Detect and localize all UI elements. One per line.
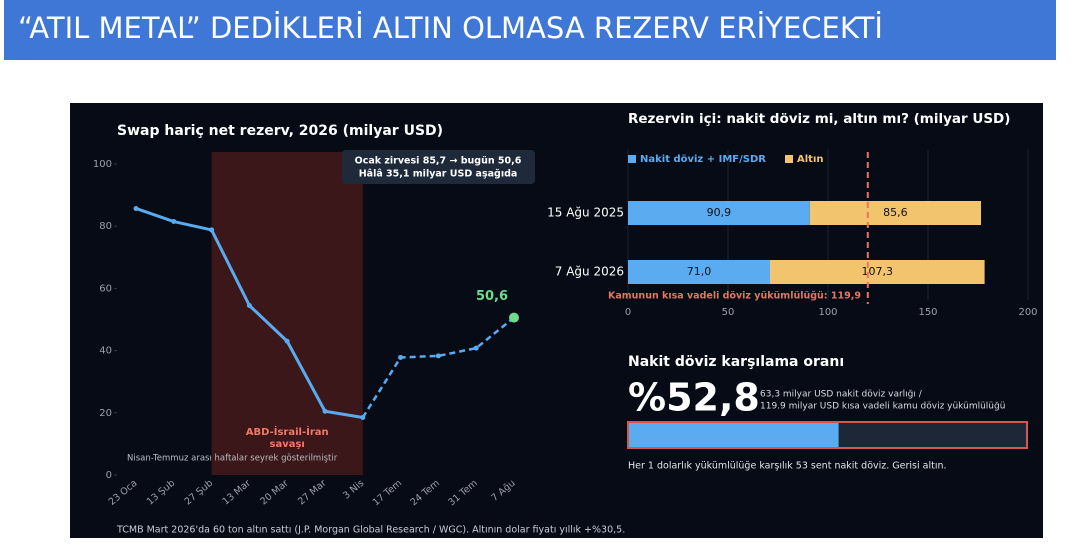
point [246,303,252,309]
legend-swatch [628,155,636,163]
banner-title: “ATIL METAL” DEDİKLERİ ALTIN OLMASA REZE… [18,11,883,45]
y-tick-label: 40 [99,346,112,357]
y-tick-label: 60 [99,283,112,294]
progress-fill [629,423,839,447]
end-marker [509,312,519,323]
bar-segment [770,260,985,284]
banner [4,0,1056,60]
x-tick-label: 100 [818,307,837,318]
point [435,353,441,359]
y-tick-label: 0 [106,470,112,481]
shade-label: savaşı [270,439,305,450]
value-label: 90,9 [707,206,732,219]
shaded-period [211,152,363,475]
chart-title: Swap hariç net rezerv, 2026 (milyar USD) [117,123,443,139]
value-label: 107,3 [862,265,894,278]
y-tick-label: 20 [99,408,112,419]
shade-label: ABD-İsrail-İran [246,424,329,438]
annotation: Ocak zirvesi 85,7 → bugün 50,6 [355,156,522,167]
note: Nisan-Temmuz arası haftalar seyrek göste… [127,454,338,464]
legend-swatch [785,155,793,163]
y-tick-label: 80 [99,221,112,232]
point [398,354,404,360]
x-tick-label: 0 [625,307,631,318]
kpi-caption: Her 1 dolarlık yükümlülüğe karşılık 53 s… [628,461,947,472]
bar-segment [628,260,770,284]
footnote: TCMB Mart 2026'da 60 ton altın sattı (J.… [116,525,625,536]
point [284,338,290,344]
legend-label: Altın [797,154,824,165]
x-tick-label: 200 [1018,307,1037,318]
category-label: 15 Ağu 2025 [547,206,624,220]
point [171,219,177,225]
chart-title: Rezervin içi: nakit döviz mi, altın mı? … [628,111,1010,127]
kpi-value: %52,8 [628,376,760,420]
annotation: Hâlâ 35,1 milyar USD aşağıda [359,169,518,180]
value-label: 85,6 [883,206,908,219]
kpi-detail: 119.9 milyar USD kısa vadeli kamu döviz … [760,402,1005,412]
y-tick-label: 100 [93,159,112,170]
point [133,205,139,211]
annotation-box [342,150,535,184]
category-label: 7 Ağu 2026 [555,265,624,279]
reference-label: Kamunun kısa vadeli döviz yükümlülüğü: 1… [608,291,861,302]
kpi-detail: 63,3 milyar USD nakit döviz varlığı / [760,390,923,400]
bar-segment [628,201,810,225]
value-label: 50,6 [476,289,508,304]
line-dashed [361,316,515,419]
value-label: 71,0 [687,265,712,278]
legend-label: Nakit döviz + IMF/SDR [640,154,766,165]
point [209,227,215,233]
bar-segment [809,201,981,225]
kpi-title: Nakit döviz karşılama oranı [628,354,844,370]
point [473,345,479,351]
x-tick-label: 150 [918,307,937,318]
point [322,408,328,414]
x-tick-label: 50 [722,307,735,318]
point [360,414,366,420]
